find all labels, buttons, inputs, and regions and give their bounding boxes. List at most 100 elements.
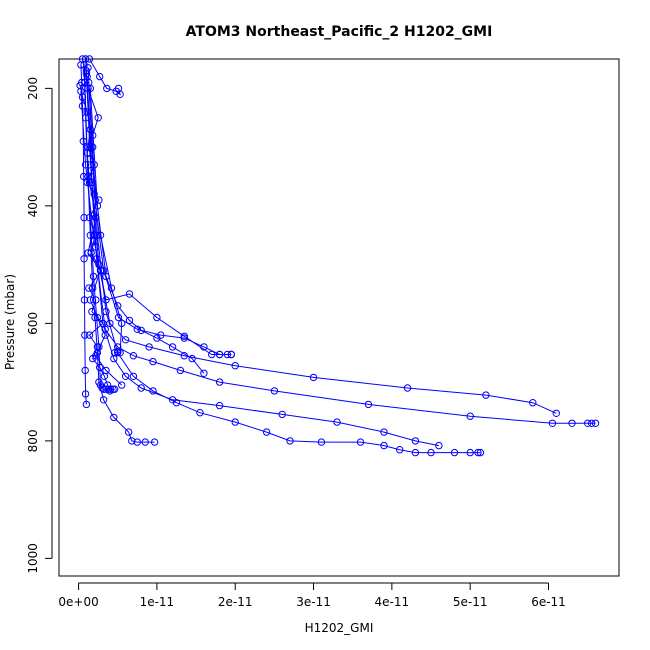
series-line — [82, 58, 123, 386]
data-point — [356, 438, 365, 446]
data-point — [92, 213, 100, 222]
data-point — [84, 84, 92, 93]
data-point — [114, 84, 123, 93]
data-point — [568, 419, 576, 427]
data-point — [168, 396, 177, 404]
x-tick-label: 2e-11 — [218, 595, 253, 609]
data-point — [110, 354, 118, 363]
data-point — [482, 391, 490, 399]
data-point — [107, 284, 116, 292]
data-point — [141, 438, 149, 446]
series-line — [79, 85, 111, 392]
data-point — [90, 190, 98, 198]
data-point — [92, 296, 100, 304]
data-point — [278, 410, 286, 419]
data-point — [137, 384, 145, 392]
x-tick-label: 5e-11 — [453, 595, 488, 609]
data-point — [153, 313, 161, 322]
data-point — [227, 350, 236, 359]
data-point — [396, 446, 404, 454]
data-point — [200, 369, 208, 377]
series-line — [87, 67, 481, 454]
data-point — [86, 296, 95, 304]
series-line — [88, 82, 232, 355]
data-point — [83, 108, 91, 116]
x-tick-label: 1e-11 — [140, 595, 175, 609]
data-point — [466, 448, 474, 457]
data-point — [129, 372, 138, 380]
data-point — [411, 437, 420, 445]
data-point — [80, 296, 89, 304]
x-tick-label: 4e-11 — [375, 595, 410, 609]
data-point — [101, 331, 109, 339]
data-point — [78, 55, 87, 63]
data-point — [380, 441, 388, 450]
data-point — [215, 401, 224, 410]
data-point — [584, 419, 592, 427]
data-point — [103, 84, 111, 93]
y-tick-label: 800 — [26, 429, 40, 452]
y-tick-label: 1000 — [26, 543, 40, 574]
data-point — [96, 72, 104, 81]
data-point — [552, 409, 560, 417]
data-point — [80, 213, 88, 222]
data-point — [82, 400, 91, 409]
data-point — [95, 196, 103, 204]
profile-series — [76, 81, 114, 395]
data-point — [137, 326, 145, 335]
profile-series — [78, 55, 126, 389]
data-point — [466, 412, 474, 420]
data-point — [102, 296, 110, 304]
profile-series — [82, 67, 443, 450]
profile-series — [83, 72, 560, 417]
data-point — [587, 419, 596, 427]
data-point — [262, 428, 271, 436]
data-point — [435, 441, 443, 450]
y-tick-label: 200 — [26, 77, 40, 100]
data-point — [110, 413, 118, 422]
data-point — [364, 400, 373, 409]
data-point — [114, 313, 123, 322]
data-point — [476, 448, 485, 457]
profile-series — [84, 64, 485, 457]
data-point — [93, 313, 102, 322]
data-point — [89, 284, 97, 292]
data-point — [125, 290, 134, 298]
data-point — [121, 372, 130, 380]
data-point — [188, 354, 196, 363]
data-point — [110, 349, 119, 357]
x-axis: 0e+00 1e-11 2e-11 3e-11 4e-11 5e-11 6e-11 — [58, 582, 566, 609]
series-layer — [76, 55, 600, 457]
data-point — [81, 331, 89, 339]
data-point — [83, 149, 91, 157]
data-point — [309, 373, 318, 382]
data-point — [411, 448, 420, 457]
data-point — [529, 399, 537, 407]
data-point — [102, 366, 110, 375]
data-point — [92, 352, 100, 360]
data-point — [84, 249, 92, 257]
data-point — [168, 343, 177, 351]
y-axis: 200 400 600 800 1000 — [26, 77, 53, 574]
data-point — [450, 448, 459, 457]
data-point — [270, 387, 279, 395]
data-point — [81, 390, 90, 398]
data-point — [96, 231, 105, 240]
data-point — [81, 366, 89, 375]
data-point — [121, 336, 130, 344]
data-point — [85, 178, 94, 187]
data-point — [90, 237, 98, 245]
x-tick-label: 3e-11 — [296, 595, 331, 609]
data-point — [403, 384, 412, 392]
data-point — [208, 350, 216, 359]
data-point — [150, 438, 159, 446]
series-line — [80, 64, 87, 405]
profile-series — [77, 87, 236, 359]
data-point — [176, 366, 185, 375]
data-point — [474, 448, 482, 457]
data-point — [317, 438, 326, 446]
profile-series — [82, 70, 600, 427]
profile-series — [85, 55, 124, 99]
data-point — [133, 438, 142, 446]
series-line — [80, 91, 232, 355]
